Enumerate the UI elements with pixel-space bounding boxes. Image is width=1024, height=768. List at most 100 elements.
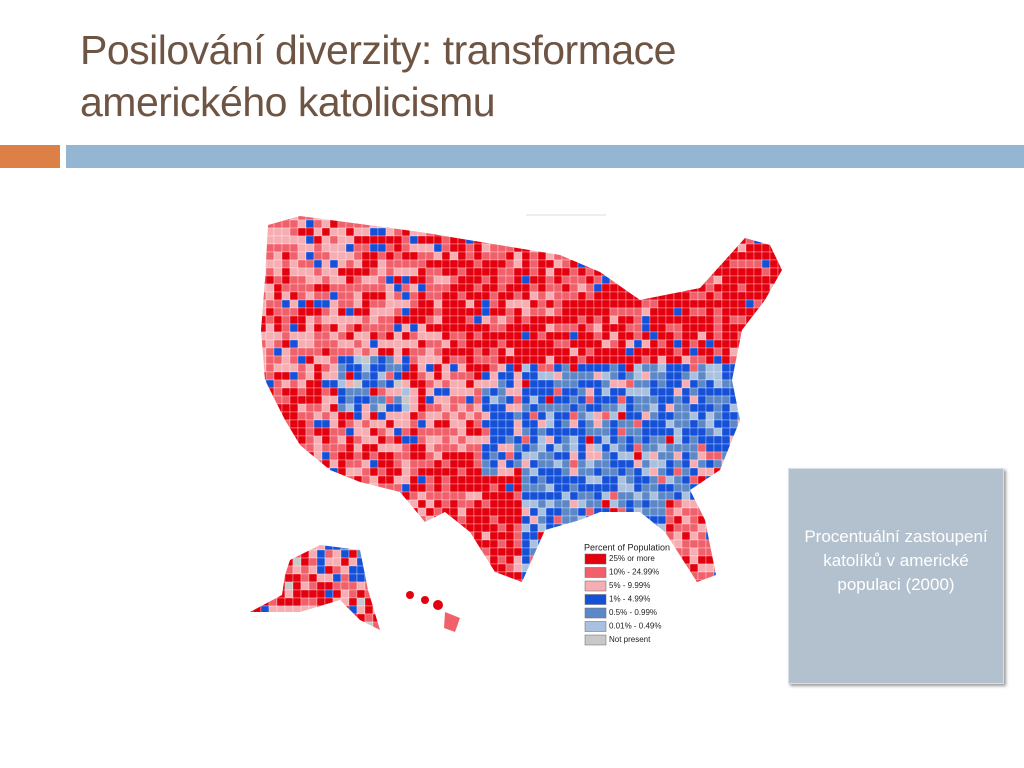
county-cell: [261, 579, 267, 582]
county-cell: [529, 363, 539, 373]
county-cell: [601, 251, 611, 261]
county-cell: [329, 387, 339, 397]
county-cell: [505, 347, 515, 357]
county-cell: [473, 219, 483, 229]
county-cell: [345, 419, 355, 429]
county-cell: [633, 331, 643, 341]
county-cell: [577, 243, 587, 253]
county-cell: [641, 499, 651, 509]
county-cell: [537, 307, 547, 317]
county-cell: [737, 371, 747, 381]
county-cell: [329, 219, 339, 229]
county-cell: [481, 339, 491, 349]
county-cell: [697, 283, 707, 293]
county-cell: [625, 443, 635, 453]
county-cell: [489, 291, 499, 301]
county-cell: [353, 275, 363, 285]
county-cell: [681, 419, 691, 429]
county-cell: [465, 347, 475, 357]
county-cell: [353, 451, 363, 461]
county-cell: [409, 411, 419, 421]
county-cell: [473, 275, 483, 285]
county-cell: [665, 347, 675, 357]
county-cell: [649, 323, 659, 333]
county-cell: [377, 371, 387, 381]
county-cell: [377, 483, 387, 493]
county-cell: [521, 363, 531, 373]
county-cell: [316, 545, 326, 551]
county-cell: [689, 339, 699, 349]
county-cell: [713, 299, 723, 309]
county-cell: [433, 467, 443, 477]
county-cell: [481, 515, 491, 525]
county-cell: [561, 491, 571, 501]
county-cell: [441, 291, 451, 301]
county-cell: [721, 483, 731, 493]
county-cell: [313, 251, 323, 261]
county-cell: [721, 395, 731, 405]
county-cell: [569, 451, 579, 461]
county-cell: [753, 267, 763, 277]
county-cell: [681, 299, 691, 309]
county-cell: [729, 555, 739, 565]
county-cell: [273, 323, 283, 333]
county-cell: [489, 347, 499, 357]
county-cell: [705, 283, 715, 293]
county-cell: [537, 315, 547, 325]
county-cell: [689, 459, 699, 469]
county-cell: [316, 589, 326, 599]
county-cell: [561, 403, 571, 413]
county-cell: [417, 307, 427, 317]
accent-bar: [0, 145, 60, 168]
county-cell: [617, 355, 627, 365]
county-cell: [401, 499, 411, 509]
county-cell: [308, 621, 318, 630]
county-cell: [697, 243, 707, 253]
county-cell: [505, 339, 515, 349]
county-cell: [753, 531, 763, 541]
county-cell: [497, 283, 507, 293]
county-cell: [673, 499, 683, 509]
county-cell: [425, 539, 435, 549]
county-cell: [401, 259, 411, 269]
county-cell: [561, 227, 571, 237]
county-cell: [777, 243, 782, 253]
county-cell: [505, 419, 515, 429]
county-cell: [553, 523, 563, 533]
county-cell: [441, 379, 451, 389]
county-cell: [689, 331, 699, 341]
county-cell: [705, 347, 715, 357]
county-cell: [649, 299, 659, 309]
county-cell: [276, 629, 286, 630]
county-cell: [261, 459, 267, 469]
county-cell: [697, 315, 707, 325]
county-cell: [473, 363, 483, 373]
county-cell: [553, 339, 563, 349]
county-cell: [345, 467, 355, 477]
county-cell: [577, 523, 587, 533]
county-cell: [250, 613, 254, 623]
county-cell: [305, 379, 315, 389]
county-cell: [337, 347, 347, 357]
county-cell: [689, 363, 699, 373]
county-cell: [505, 331, 515, 341]
county-cell: [381, 566, 389, 574]
county-cell: [721, 499, 731, 509]
county-cell: [681, 539, 691, 549]
county-cell: [316, 557, 326, 567]
county-cell: [433, 475, 443, 485]
county-cell: [489, 411, 499, 421]
county-cell: [513, 459, 523, 469]
county-cell: [385, 435, 395, 445]
legend-title: Percent of Population: [584, 542, 670, 552]
county-cell: [425, 499, 435, 509]
county-cell: [593, 459, 603, 469]
county-cell: [385, 499, 395, 509]
county-cell: [497, 363, 507, 373]
county-cell: [745, 411, 755, 421]
county-cell: [305, 387, 315, 397]
county-cell: [268, 621, 278, 630]
county-cell: [265, 387, 275, 397]
county-cell: [409, 515, 419, 525]
